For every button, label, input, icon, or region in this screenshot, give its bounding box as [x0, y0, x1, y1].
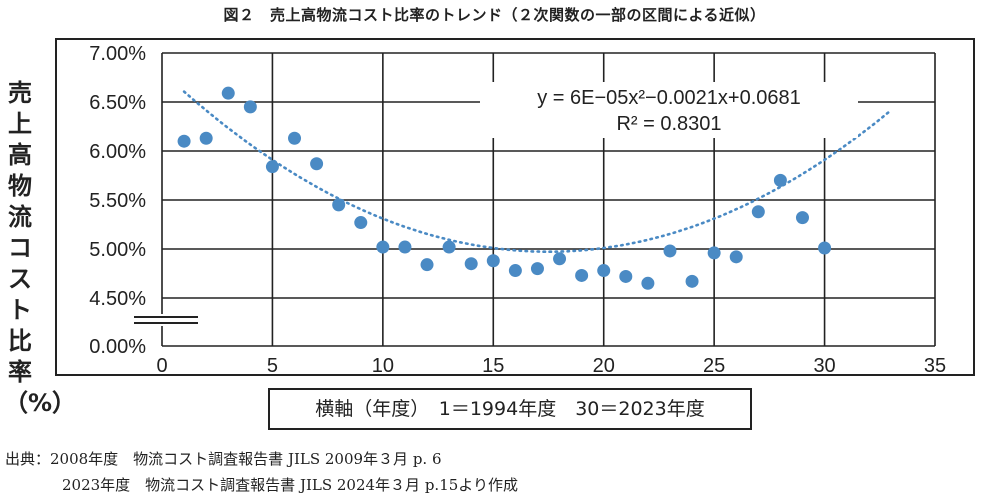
- y-tick-label: 6.50%: [89, 92, 146, 114]
- data-point: [818, 241, 832, 255]
- data-point: [199, 131, 213, 145]
- data-point: [486, 254, 500, 268]
- data-point: [641, 276, 655, 290]
- source-line-2: 2023年度 物流コスト調査報告書 JILS 2024年３月 p.15より作成: [62, 476, 518, 494]
- y-tick-label: 0.00%: [89, 336, 146, 358]
- data-point: [553, 252, 567, 266]
- data-point: [310, 157, 324, 171]
- gridlines: [161, 52, 936, 347]
- x-tick-label: 20: [593, 355, 615, 377]
- source-line-1: 出典：2008年度 物流コスト調査報告書 JILS 2009年３月 p. 6: [5, 450, 442, 468]
- trendline-equation: y = 6E−05x²−0.0021x+0.0681: [537, 87, 801, 109]
- data-point: [795, 211, 809, 225]
- data-point: [376, 240, 390, 254]
- x-tick-labels: 0 5 10 15 20 25 30 35: [156, 355, 946, 377]
- data-point: [177, 134, 191, 148]
- data-point: [663, 244, 677, 258]
- y-tick-label: 7.00%: [89, 43, 146, 65]
- data-point: [773, 173, 787, 187]
- data-point: [597, 264, 611, 278]
- axis-break-mark: [132, 314, 202, 326]
- axis-break-gap: [132, 314, 202, 326]
- data-point: [442, 240, 456, 254]
- y-tick-label: 4.50%: [89, 288, 146, 310]
- data-point: [420, 258, 434, 272]
- plot-frame: [55, 38, 975, 376]
- data-point: [707, 246, 721, 260]
- data-point: [221, 86, 235, 100]
- chart-title: 図２ 売上高物流コスト比率のトレンド（２次関数の一部の区間による近似）: [223, 6, 766, 24]
- x-tick-label: 25: [703, 355, 725, 377]
- data-point: [685, 274, 699, 288]
- data-point: [354, 216, 368, 230]
- data-point: [288, 131, 302, 145]
- x-tick-label: 5: [267, 355, 278, 377]
- x-tick-label: 10: [372, 355, 394, 377]
- data-point: [729, 250, 743, 264]
- y-tick-label: 5.50%: [89, 190, 146, 212]
- data-points: [177, 86, 832, 290]
- y-tick-label: 6.00%: [89, 141, 146, 163]
- x-tick-label: 35: [924, 355, 946, 377]
- x-tick-label: 0: [156, 355, 167, 377]
- y-tick-label: 5.00%: [89, 239, 146, 261]
- equation-background: [480, 82, 858, 138]
- y-tick-labels: 0.00% 4.50% 5.00% 5.50% 6.00% 6.50% 7.00%: [89, 43, 146, 358]
- trendline-path: [182, 90, 893, 253]
- data-point: [243, 100, 257, 114]
- data-point: [332, 198, 346, 212]
- data-point: [530, 262, 544, 276]
- data-point: [619, 269, 633, 283]
- equation-box: y = 6E−05x²−0.0021x+0.0681 R² = 0.8301: [480, 82, 858, 138]
- data-point: [751, 205, 765, 219]
- data-point: [508, 264, 522, 278]
- r-squared: R² = 0.8301: [616, 113, 721, 135]
- data-point: [398, 240, 412, 254]
- x-tick-label: 15: [482, 355, 504, 377]
- data-point: [464, 257, 478, 271]
- y-axis-label: 売上高物流コスト比率（%）: [4, 79, 77, 417]
- data-point: [575, 268, 589, 282]
- x-tick-label: 30: [813, 355, 835, 377]
- x-axis-label: 横軸（年度） 1＝1994年度 30＝2023年度: [268, 388, 752, 430]
- trendline: [182, 90, 893, 253]
- data-point: [265, 160, 279, 174]
